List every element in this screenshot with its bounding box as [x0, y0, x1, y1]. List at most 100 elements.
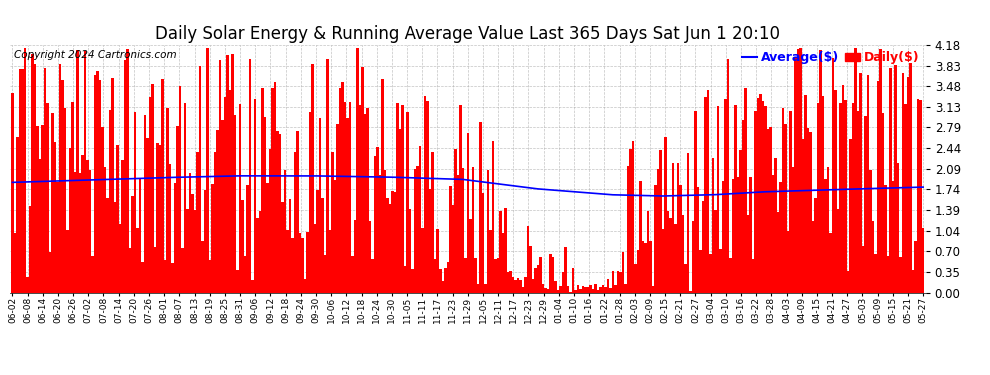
Bar [767, 129, 769, 292]
Bar [394, 192, 396, 292]
Bar [322, 198, 324, 292]
Bar [49, 252, 51, 292]
Bar [835, 90, 837, 292]
Bar [749, 177, 751, 292]
Bar [825, 179, 827, 292]
Bar [214, 152, 217, 292]
Bar [71, 102, 73, 292]
Bar [484, 284, 486, 292]
Bar [456, 175, 459, 292]
Bar [556, 290, 559, 292]
Bar [296, 131, 299, 292]
Bar [499, 211, 502, 292]
Bar [284, 170, 286, 292]
Bar [751, 258, 754, 292]
Bar [874, 254, 877, 292]
Bar [689, 291, 692, 292]
Bar [884, 185, 887, 292]
Bar [635, 264, 637, 292]
Bar [504, 208, 507, 292]
Bar [514, 280, 517, 292]
Bar [161, 79, 163, 292]
Bar [204, 190, 206, 292]
Bar [337, 124, 339, 292]
Bar [381, 80, 384, 292]
Bar [642, 241, 644, 292]
Bar [286, 230, 289, 292]
Bar [619, 272, 622, 292]
Bar [554, 281, 556, 292]
Bar [444, 268, 446, 292]
Bar [56, 182, 58, 292]
Bar [481, 193, 484, 292]
Bar [869, 170, 872, 292]
Bar [574, 290, 576, 292]
Bar [437, 229, 439, 292]
Bar [354, 220, 356, 292]
Bar [661, 229, 664, 292]
Bar [153, 247, 156, 292]
Bar [109, 110, 111, 292]
Bar [189, 173, 191, 292]
Bar [571, 268, 574, 292]
Bar [147, 138, 148, 292]
Bar [862, 246, 864, 292]
Bar [614, 285, 617, 292]
Bar [714, 210, 717, 292]
Bar [820, 50, 822, 292]
Bar [148, 97, 151, 292]
Bar [630, 148, 632, 292]
Bar [47, 103, 49, 292]
Bar [889, 68, 892, 292]
Bar [910, 63, 912, 292]
Bar [584, 287, 587, 292]
Title: Daily Solar Energy & Running Average Value Last 365 Days Sat Jun 1 20:10: Daily Solar Energy & Running Average Val… [155, 26, 780, 44]
Bar [73, 172, 76, 292]
Bar [422, 228, 424, 292]
Bar [725, 99, 727, 292]
Bar [607, 279, 609, 292]
Bar [399, 129, 402, 292]
Bar [782, 108, 784, 292]
Bar [892, 182, 894, 292]
Bar [812, 221, 815, 292]
Bar [637, 251, 640, 292]
Bar [181, 248, 184, 292]
Bar [359, 105, 361, 292]
Bar [517, 278, 519, 292]
Bar [804, 95, 807, 292]
Bar [442, 280, 444, 292]
Bar [524, 278, 527, 292]
Bar [627, 166, 630, 292]
Bar [432, 153, 434, 292]
Bar [371, 260, 374, 292]
Bar [266, 183, 269, 292]
Bar [451, 205, 454, 292]
Bar [671, 163, 674, 292]
Text: Copyright 2024 Cartronics.com: Copyright 2024 Cartronics.com [15, 50, 177, 60]
Bar [789, 111, 792, 292]
Bar [84, 51, 86, 292]
Bar [356, 48, 359, 292]
Bar [454, 150, 456, 292]
Bar [702, 201, 704, 292]
Bar [312, 64, 314, 292]
Bar [897, 162, 899, 292]
Bar [274, 82, 276, 292]
Bar [434, 259, 437, 292]
Bar [58, 64, 61, 292]
Bar [407, 112, 409, 292]
Bar [106, 198, 109, 292]
Bar [561, 272, 564, 292]
Bar [666, 211, 669, 292]
Bar [291, 238, 294, 292]
Bar [294, 152, 296, 292]
Bar [792, 167, 794, 292]
Bar [261, 88, 264, 292]
Bar [19, 69, 21, 292]
Bar [830, 232, 832, 292]
Bar [742, 120, 744, 292]
Bar [879, 49, 882, 292]
Bar [409, 209, 412, 292]
Bar [404, 266, 407, 292]
